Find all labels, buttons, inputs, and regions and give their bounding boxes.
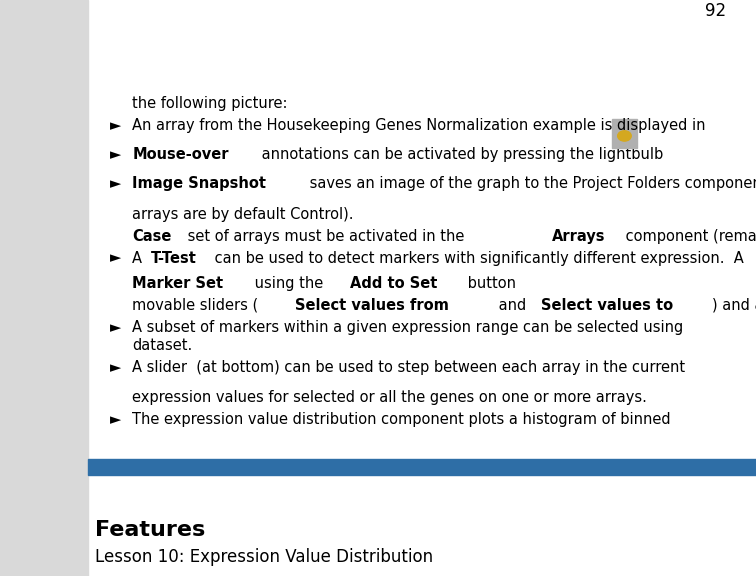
Text: using the: using the <box>250 276 328 291</box>
Text: ►: ► <box>110 360 121 375</box>
Text: the following picture:: the following picture: <box>132 96 288 111</box>
Text: Arrays: Arrays <box>552 229 606 244</box>
Text: Features: Features <box>95 520 206 540</box>
Text: movable sliders (: movable sliders ( <box>132 298 259 313</box>
Text: ►: ► <box>110 251 121 266</box>
Bar <box>612 119 637 148</box>
Text: ►: ► <box>110 176 121 191</box>
Text: The expression value distribution component plots a histogram of binned: The expression value distribution compon… <box>132 412 671 427</box>
Text: ►: ► <box>110 412 121 427</box>
Text: component (remaining: component (remaining <box>621 229 756 244</box>
Text: button: button <box>463 276 516 291</box>
Circle shape <box>618 131 631 141</box>
Text: Mouse-over: Mouse-over <box>132 147 229 162</box>
Bar <box>88 459 756 475</box>
Text: A slider  (at bottom) can be used to step between each array in the current: A slider (at bottom) can be used to step… <box>132 360 686 375</box>
Text: saves an image of the graph to the Project Folders component.: saves an image of the graph to the Proje… <box>305 176 756 191</box>
Text: An array from the Housekeeping Genes Normalization example is displayed in: An array from the Housekeeping Genes Nor… <box>132 118 706 133</box>
Text: expression values for selected or all the genes on one or more arrays.: expression values for selected or all th… <box>132 390 647 405</box>
Bar <box>0 0 88 576</box>
Text: A subset of markers within a given expression range can be selected using: A subset of markers within a given expre… <box>132 320 683 335</box>
Text: A: A <box>132 251 147 266</box>
Text: Lesson 10: Expression Value Distribution: Lesson 10: Expression Value Distribution <box>95 548 433 566</box>
Text: ►: ► <box>110 118 121 133</box>
Text: annotations can be activated by pressing the lightbulb: annotations can be activated by pressing… <box>257 147 663 162</box>
Text: dataset.: dataset. <box>132 338 193 353</box>
Text: Image Snapshot: Image Snapshot <box>132 176 266 191</box>
Text: T-Test: T-Test <box>151 251 197 266</box>
Text: Add to Set: Add to Set <box>350 276 438 291</box>
Text: Select values to: Select values to <box>541 298 674 313</box>
Text: Case: Case <box>132 229 172 244</box>
Text: 92: 92 <box>705 2 726 20</box>
Text: set of arrays must be activated in the: set of arrays must be activated in the <box>183 229 469 244</box>
Text: can be used to detect markers with significantly different expression.  A: can be used to detect markers with signi… <box>210 251 744 266</box>
Text: Select values from: Select values from <box>295 298 449 313</box>
Text: and: and <box>494 298 531 313</box>
Text: ) and added to a: ) and added to a <box>712 298 756 313</box>
Text: ►: ► <box>110 320 121 335</box>
Text: Marker Set: Marker Set <box>132 276 224 291</box>
Text: arrays are by default Control).: arrays are by default Control). <box>132 207 354 222</box>
Text: ►: ► <box>110 147 121 162</box>
